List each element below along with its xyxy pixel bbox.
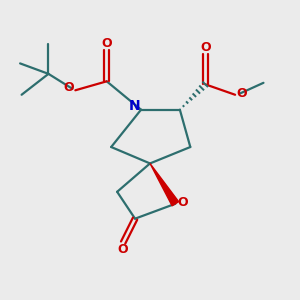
Polygon shape [150, 164, 179, 206]
Text: O: O [200, 41, 211, 54]
Text: N: N [129, 99, 140, 113]
Text: O: O [178, 196, 188, 209]
Text: O: O [101, 37, 112, 50]
Text: O: O [236, 87, 247, 100]
Text: O: O [64, 81, 74, 94]
Text: O: O [118, 243, 128, 256]
